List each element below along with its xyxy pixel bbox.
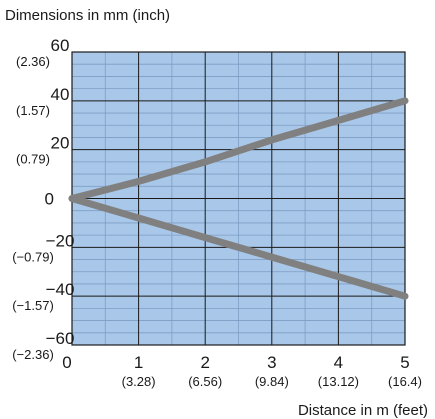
y-tick-label: −20	[46, 231, 75, 250]
y-tick-sublabel: (−0.79)	[12, 249, 54, 264]
y-tick-sublabel: (−2.36)	[12, 347, 54, 362]
x-axis-label: Distance in m (feet)	[298, 402, 428, 419]
series-line-1	[68, 97, 409, 202]
y-tick-label: −60	[46, 329, 75, 348]
y-tick-labels: 60(2.36)40(1.57)20(0.79)0−20(−0.79)−40(−…	[12, 36, 74, 362]
x-tick-sublabel: (13.12)	[318, 374, 359, 389]
chart-title: Dimensions in mm (inch)	[5, 7, 170, 24]
y-tick-label: 40	[51, 85, 70, 104]
y-tick-label: 20	[51, 134, 70, 153]
x-tick-label: 0	[62, 353, 71, 372]
x-tick-label: 2	[200, 353, 209, 372]
y-tick-sublabel: (1.57)	[16, 103, 50, 118]
series-line-2	[68, 195, 409, 300]
y-tick-label: 60	[51, 36, 70, 55]
x-tick-labels: 0 1 (3.28) 2 (6.56) 3 (9.84) 4 (13.12) 5 (16.4)	[62, 353, 422, 389]
y-tick-label: −40	[46, 280, 75, 299]
x-tick-label: 1	[134, 353, 143, 372]
x-tick-sublabel: (6.56)	[188, 374, 222, 389]
x-tick-label: 3	[267, 353, 276, 372]
y-tick-sublabel: (0.79)	[16, 152, 50, 167]
y-tick-sublabel: (−1.57)	[12, 298, 54, 313]
x-tick-sublabel: (9.84)	[255, 374, 289, 389]
y-tick-label: 0	[45, 190, 54, 209]
x-tick-label: 5	[400, 353, 409, 372]
x-tick-label: 4	[334, 353, 343, 372]
x-tick-sublabel: (3.28)	[122, 374, 156, 389]
x-tick-sublabel: (16.4)	[388, 374, 422, 389]
plot-area	[68, 51, 409, 346]
y-tick-sublabel: (2.36)	[16, 54, 50, 69]
